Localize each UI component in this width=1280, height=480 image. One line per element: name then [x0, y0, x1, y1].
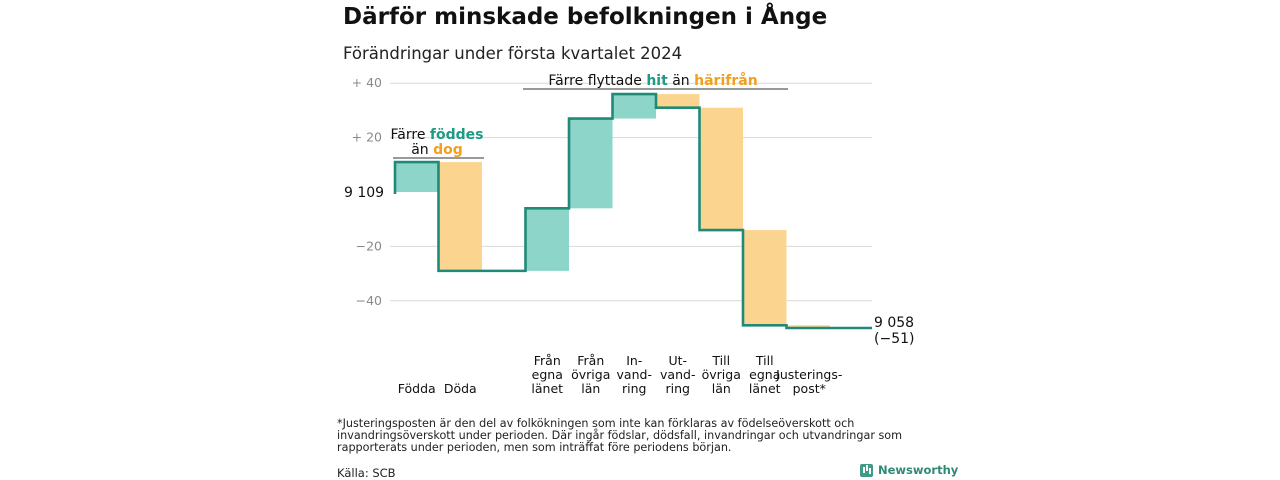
y-tick-label-3: −40	[356, 293, 382, 308]
bar-1	[438, 162, 482, 271]
footnote: *Justeringsposten är den del av folkökni…	[337, 417, 903, 454]
bar-4	[569, 118, 613, 209]
bar-9	[786, 325, 830, 328]
category-label-7: Till övriga län	[702, 353, 741, 396]
annotation-1-line2: än dog	[411, 142, 463, 158]
chart-bars-icon	[860, 463, 873, 477]
annotation-1-line1: Färre föddes	[391, 127, 484, 143]
category-label-3: Från egna länet	[531, 353, 563, 396]
chart-subtitle: Förändringar under första kvartalet 2024	[343, 44, 683, 63]
start-value-label: 9 109	[344, 185, 384, 201]
waterfall-chart: + 40 + 20 −20 −40 9 109 9 058(−51) Födda Döda Fr…	[344, 72, 914, 396]
y-tick-label-1: + 20	[352, 130, 382, 145]
y-tick-label-0: + 40	[352, 75, 382, 90]
end-change-label: (−51)	[874, 331, 914, 347]
category-label-8: Till egna länet	[749, 353, 781, 396]
bar-0	[395, 162, 439, 192]
annotation-2-text: Färre flyttade hit än härifrån	[548, 72, 757, 89]
category-label-4: Från övriga län	[571, 353, 610, 396]
end-value-label: 9 058	[874, 315, 914, 331]
y-tick-label-2: −20	[356, 238, 382, 253]
bar-6	[656, 94, 700, 108]
bar-7	[699, 107, 743, 231]
category-label-0: Födda	[398, 381, 436, 396]
cumulative-step-line	[393, 92, 872, 330]
bar-8	[743, 230, 787, 326]
chart-title: Därför minskade befolkningen i Ånge	[343, 4, 828, 30]
source-label: Källa: SCB	[337, 466, 396, 480]
category-label-6: Ut-vand-ring	[660, 353, 695, 396]
bar-5	[612, 94, 656, 119]
category-label-1: Döda	[444, 381, 477, 396]
bar-3	[525, 208, 569, 271]
category-label-5: In-vand-ring	[617, 353, 652, 396]
brand-logo: Newsworthy	[860, 463, 958, 477]
category-label-9: Justerings-post*	[775, 367, 842, 396]
brand-name: Newsworthy	[878, 463, 959, 477]
